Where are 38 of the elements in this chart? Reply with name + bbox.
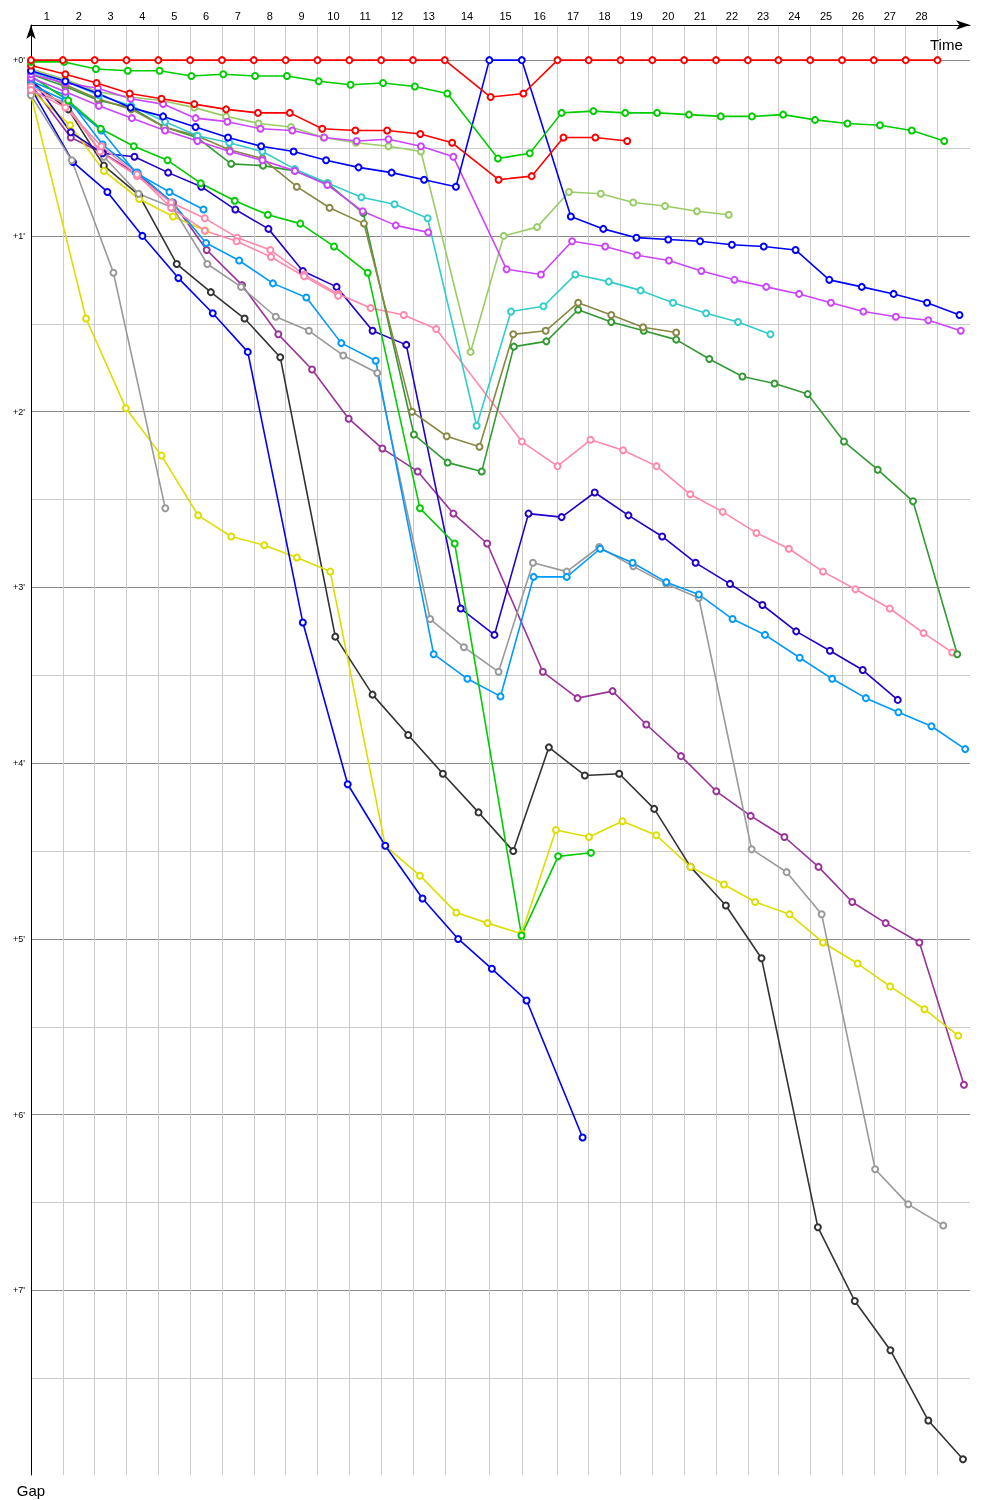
x-tick-label: 3	[107, 9, 114, 22]
x-tick-label: 2	[75, 9, 82, 22]
x-tick-label: 22	[725, 9, 739, 22]
x-tick-label: 5	[171, 9, 178, 22]
x-tick-label: 18	[598, 9, 611, 22]
x-tick-label: 23	[756, 9, 770, 22]
x-tick-label: 7	[234, 9, 241, 22]
x-tick-label: 13	[422, 9, 436, 22]
y-tick-label: +5'	[13, 933, 26, 944]
y-tick-label: +1'	[13, 230, 26, 241]
y-tick-label: +3'	[13, 582, 26, 593]
x-tick-label: 20	[662, 9, 675, 22]
x-tick-label: 14	[460, 9, 474, 22]
x-tick-label: 26	[851, 9, 865, 22]
y-tick-label: +7'	[13, 1285, 26, 1296]
x-tick-label: 19	[630, 9, 643, 22]
x-tick-label: 11	[359, 9, 371, 22]
x-tick-label: 6	[203, 9, 210, 22]
x-tick-label: 25	[820, 9, 833, 22]
x-tick-label: 17	[566, 9, 580, 22]
x-axis-title: Time	[930, 36, 963, 53]
x-tick-label: 15	[499, 9, 512, 22]
x-tick-label: 9	[298, 9, 305, 22]
x-tick-label: 21	[693, 9, 707, 22]
x-tick-label: 24	[788, 9, 801, 22]
y-tick-label: +2'	[13, 406, 26, 417]
y-tick-label: +4'	[13, 758, 26, 769]
y-tick-label: +0'	[13, 55, 26, 66]
x-tick-label: 12	[390, 9, 404, 22]
x-tick-label: 8	[266, 9, 273, 22]
y-axis-title: Gap	[16, 1482, 46, 1499]
y-tick-label: +6'	[13, 1109, 26, 1120]
x-tick-label: 16	[533, 9, 546, 22]
x-tick-label: 10	[327, 9, 340, 22]
x-tick-label: 27	[883, 9, 896, 22]
x-tick-label: 4	[139, 9, 146, 22]
x-tick-label: 28	[915, 9, 928, 22]
x-tick-label: 1	[43, 9, 50, 22]
